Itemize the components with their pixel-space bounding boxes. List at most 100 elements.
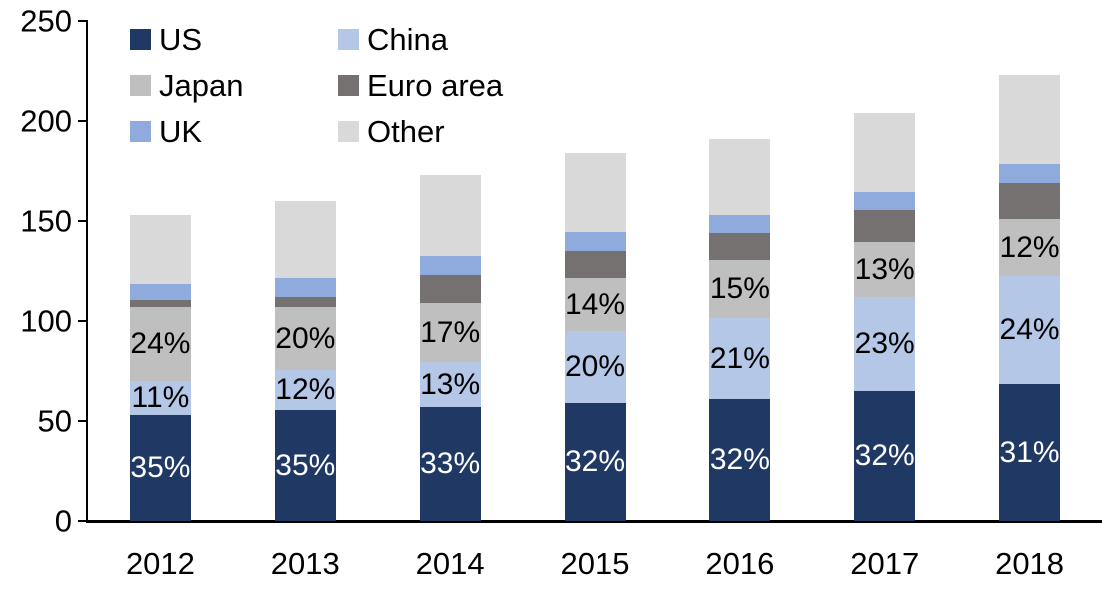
segment-label-us-2014: 33% [420,447,481,480]
segment-label-china-2013: 12% [275,373,336,406]
y-axis-line [86,20,88,522]
y-axis-tick-mark [78,20,87,22]
bar-segment-other-2016 [709,139,771,215]
bar-2018: 31% 24% 12% [999,75,1061,521]
y-axis-tick-mark [78,320,87,322]
legend-swatch-icon [130,28,151,50]
segment-label-china-2016: 21% [709,341,770,375]
legend-item-uk: UK [130,116,338,147]
segment-label-japan-2014: 17% [420,315,481,349]
bar-segment-china-2014: 13% [419,362,481,407]
x-axis-year-label: 2014 [415,546,485,581]
bar-segment-other-2012 [129,215,191,284]
x-axis-year-label: 2018 [995,546,1065,581]
bar-segment-japan-2017: 13% [854,242,916,297]
segment-label-china-2018: 24% [999,313,1060,346]
bar-segment-japan-2015: 14% [564,278,626,331]
y-axis-tick-mark [78,220,87,222]
y-axis-tick-label: 100 [20,303,72,339]
bar-segment-uk-2015 [564,232,626,251]
bar-segment-china-2017: 23% [854,297,916,391]
segment-label-us-2017: 32% [854,439,915,472]
bar-segment-us-2014: 33% [419,407,481,521]
x-axis-year-label: 2015 [560,546,630,581]
segment-label-japan-2017: 13% [854,252,915,286]
bar-segment-euro-area-2012 [129,300,191,307]
y-axis-tick-label: 50 [37,403,72,439]
bar-segment-euro-area-2016 [709,233,771,260]
bar-segment-uk-2017 [854,192,916,210]
segment-label-china-2017: 23% [854,327,915,360]
bar-segment-japan-2016: 15% [709,260,771,318]
y-axis-tick-mark [78,420,87,422]
x-axis-year-label: 2016 [705,546,775,581]
bar-segment-euro-area-2017 [854,210,916,242]
bar-2015: 32% 20% 14% [564,153,626,521]
segment-label-japan-2018: 12% [999,230,1060,264]
bar-2012: 35% 11% 24% [129,215,191,521]
bar-2014: 33% 13% 17% [419,175,481,521]
legend: US China Japan Euro area UK Other [130,16,598,154]
legend-label: Euro area [367,67,504,103]
bar-segment-us-2013: 35% [274,410,336,521]
y-axis-tick-mark [78,520,87,522]
bar-segment-euro-area-2018 [999,183,1061,219]
segment-label-us-2012: 35% [130,451,191,484]
segment-label-china-2012: 11% [131,381,190,414]
bar-2017: 32% 23% 13% [854,113,916,521]
legend-label: Japan [159,67,244,103]
bar-segment-other-2017 [854,113,916,192]
bar-segment-japan-2013: 20% [274,307,336,370]
bar-segment-other-2014 [419,175,481,256]
bar-segment-us-2018: 31% [999,384,1061,521]
segment-label-china-2014: 13% [420,367,481,401]
legend-swatch-icon [130,120,151,142]
x-axis-year-label: 2017 [850,546,920,581]
legend-item-other: Other [338,116,598,147]
legend-label: China [367,21,448,57]
bar-segment-china-2016: 21% [709,318,771,399]
legend-item-china: China [338,24,598,55]
legend-swatch-icon [338,28,359,50]
legend-item-us: US [130,24,338,55]
bar-segment-china-2015: 20% [564,331,626,403]
legend-item-japan: Japan [130,70,338,101]
bar-segment-uk-2018 [999,164,1061,183]
segment-label-us-2015: 32% [564,445,626,478]
segment-label-china-2015: 20% [564,350,626,383]
legend-swatch-icon [338,74,359,96]
bar-segment-us-2016: 32% [709,399,771,521]
legend-item-euro-area: Euro area [338,70,598,101]
bar-segment-uk-2012 [129,284,191,300]
x-axis-line [86,520,1102,523]
bar-segment-china-2018: 24% [999,276,1061,384]
bar-segment-china-2012: 11% [129,381,191,415]
bar-segment-euro-area-2013 [274,297,336,307]
segment-label-us-2018: 31% [999,435,1060,469]
bar-2016: 32% 21% 15% [709,139,771,521]
bar-segment-uk-2013 [274,278,336,297]
bar-segment-other-2013 [274,201,336,278]
legend-label: US [159,21,203,57]
bar-2013: 35% 12% 20% [274,201,336,521]
bar-segment-japan-2014: 17% [419,303,481,362]
segment-label-japan-2015: 14% [564,287,626,321]
segment-label-japan-2016: 15% [709,272,770,305]
bar-segment-other-2018 [999,75,1061,164]
bar-segment-china-2013: 12% [274,370,336,410]
segment-label-us-2013: 35% [275,448,336,482]
y-axis-tick-label: 250 [20,3,72,39]
legend-label: UK [159,113,203,149]
bar-segment-uk-2014 [419,256,481,275]
plot-area: 35% 11% 24% 35% 12% 20% 33% 13% 17% 32% 20% 14% 32% 2… [88,21,1102,521]
legend-swatch-icon [130,74,151,96]
legend-swatch-icon [338,120,359,142]
y-axis-tick-label: 0 [54,503,72,539]
y-axis-tick-mark [78,120,87,122]
x-axis-year-label: 2012 [125,546,195,581]
bar-segment-other-2015 [564,153,626,232]
y-axis-tick-label: 150 [20,203,72,239]
bar-segment-us-2015: 32% [564,403,626,521]
segment-label-japan-2012: 24% [130,327,191,360]
